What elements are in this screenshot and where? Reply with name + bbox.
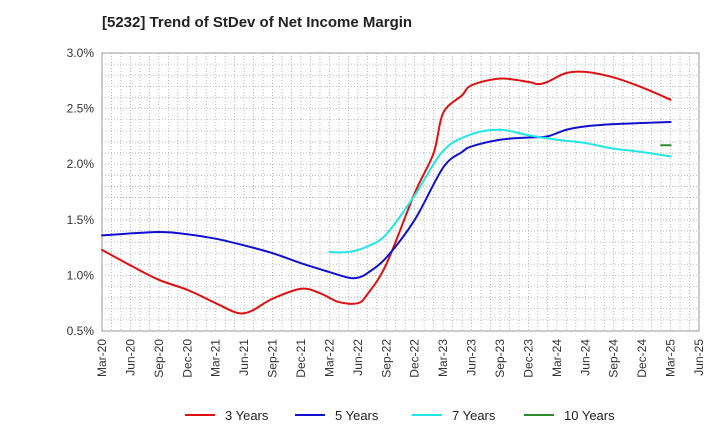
x-tick-label: Mar-23 (436, 339, 450, 377)
x-axis-ticks: Mar-20 Jun-20 Sep-20 Dec-20 Mar-21 Jun-21 Sep-… (95, 339, 706, 378)
x-tick-label: Jun-24 (578, 339, 592, 376)
x-tick-label: Sep-23 (493, 339, 507, 378)
legend-label: 5 Years (335, 407, 379, 423)
x-tick-label: Jun-25 (692, 339, 706, 376)
legend-label: 10 Years (564, 407, 615, 423)
legend-swatch (295, 414, 325, 416)
series-line-5-years (101, 120, 672, 280)
x-tick-label: Mar-20 (95, 339, 109, 377)
y-axis-ticks: 0.5% 1.0% 1.5% 2.0% 2.5% 3.0% (67, 46, 95, 338)
grid (102, 53, 699, 331)
x-tick-label: Dec-21 (294, 339, 308, 378)
legend-swatch (185, 414, 215, 416)
x-tick-label: Mar-24 (550, 339, 564, 377)
x-tick-label: Jun-22 (351, 339, 365, 376)
legend-item-10-years: 10 Years (524, 404, 615, 426)
legend-item-5-years: 5 Years (295, 404, 378, 426)
y-tick-label: 1.5% (67, 213, 95, 227)
x-tick-label: Sep-22 (379, 339, 393, 378)
legend: 3 Years 5 Years 7 Years 10 Years (0, 404, 720, 426)
legend-item-7-years: 7 Years (412, 404, 495, 426)
x-tick-label: Sep-24 (607, 339, 621, 378)
legend-label: 7 Years (452, 407, 496, 423)
x-tick-label: Jun-23 (465, 339, 479, 376)
series-line-3-years (101, 70, 672, 315)
x-tick-label: Sep-20 (152, 339, 166, 378)
x-tick-label: Mar-21 (209, 339, 223, 377)
x-tick-label: Dec-23 (521, 339, 535, 378)
series-lines (101, 70, 672, 315)
chart-title: [5232] Trend of StDev of Net Income Marg… (102, 14, 413, 31)
y-tick-label: 2.0% (67, 157, 95, 171)
plot-frame (101, 52, 700, 332)
x-tick-label: Mar-22 (322, 339, 336, 377)
y-tick-label: 1.0% (67, 268, 95, 282)
x-tick-label: Jun-21 (237, 339, 251, 376)
x-tick-label: Mar-25 (664, 339, 678, 377)
y-tick-label: 0.5% (67, 324, 95, 338)
y-tick-label: 2.5% (67, 102, 95, 116)
legend-swatch (412, 414, 442, 416)
y-tick-label: 3.0% (67, 46, 95, 60)
legend-label: 3 Years (225, 407, 269, 423)
series-line-7-years (328, 128, 672, 254)
x-tick-label: Jun-20 (123, 339, 137, 376)
x-tick-label: Dec-22 (408, 339, 422, 378)
legend-item-3-years: 3 Years (185, 404, 268, 426)
x-tick-label: Sep-21 (266, 339, 280, 378)
legend-swatch (524, 414, 554, 416)
x-tick-label: Dec-24 (635, 339, 649, 378)
x-tick-label: Dec-20 (180, 339, 194, 378)
